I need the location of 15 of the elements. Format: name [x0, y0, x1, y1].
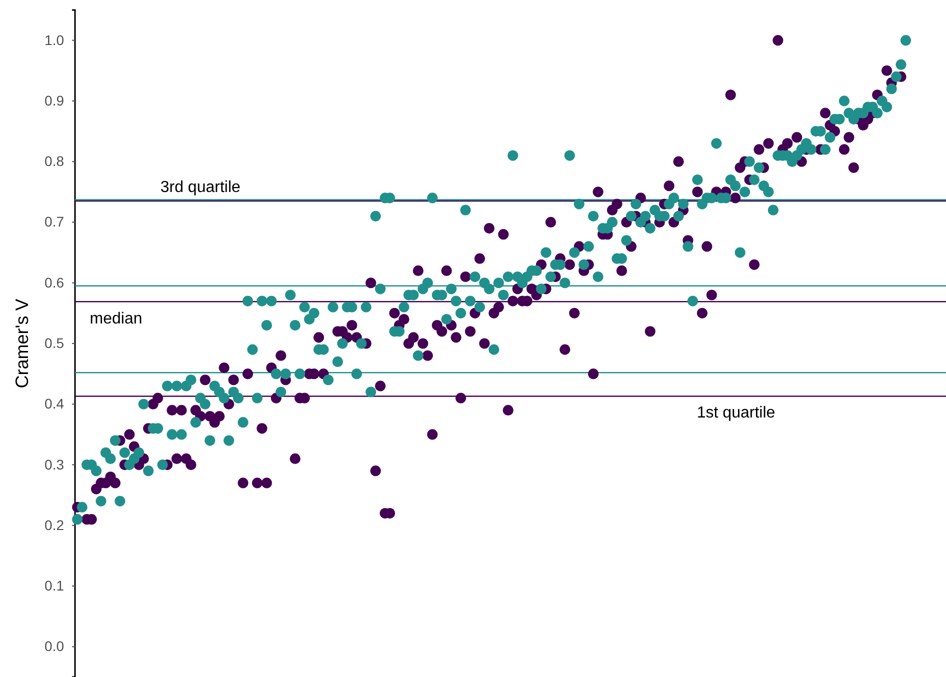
y-tick-label: 0.8 — [44, 153, 64, 170]
ref-line-label: 1st quartile — [696, 404, 776, 422]
ref-line-label: median — [90, 310, 142, 328]
y-tick-label: 0.5 — [44, 334, 64, 351]
ref-line-label: 3rd quartile — [160, 179, 241, 196]
y-tick-label: 0.0 — [44, 638, 64, 654]
y-tick-label: 0.4 — [44, 396, 64, 412]
y-tick-label: 0.6 — [44, 274, 64, 290]
y-tick-label: 0.7 — [44, 214, 64, 230]
y-tick-label: 1.0 — [44, 32, 64, 48]
y-tick-label: 0.1 — [44, 578, 64, 594]
y-tick-label: 0.3 — [44, 456, 64, 472]
y-axis-title: Cramer's V — [12, 298, 32, 388]
y-tick-label: 0.2 — [44, 516, 64, 533]
y-tick-label: 0.9 — [44, 92, 64, 108]
